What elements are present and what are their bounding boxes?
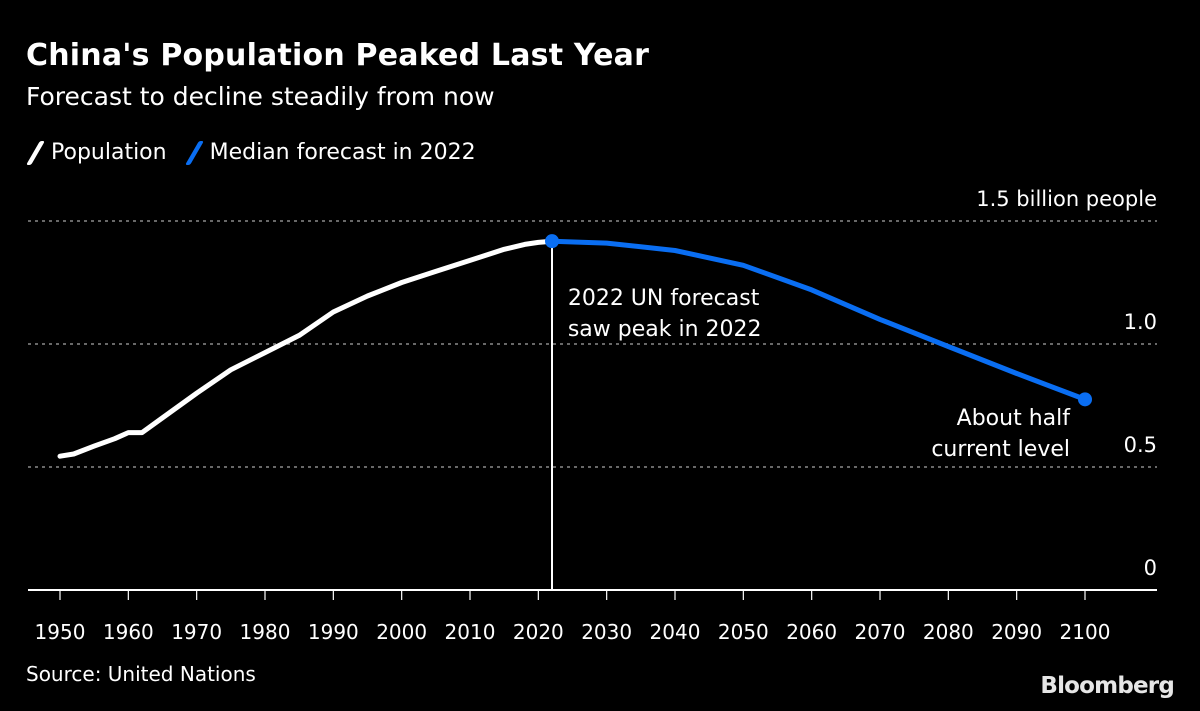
- series-lines: [57, 238, 1088, 459]
- series-markers: [545, 234, 1092, 407]
- x-tick-label: 2090: [991, 620, 1042, 644]
- y-tick-label: 0: [1144, 556, 1157, 580]
- marker-peak-2022: [545, 234, 559, 249]
- bloomberg-logo: Bloomberg: [1040, 673, 1174, 699]
- legend-item-forecast: Median forecast in 2022: [184, 140, 476, 165]
- x-tick-label: 1980: [240, 620, 291, 644]
- y-axis-labels: 0 0.5 1.0 1.5 billion people: [976, 187, 1157, 580]
- gridlines: [28, 220, 1157, 468]
- legend-label-population: Population: [51, 140, 167, 165]
- y-tick-label: 1.5 billion people: [976, 187, 1157, 211]
- x-tick-label: 2010: [445, 620, 496, 644]
- y-tick-label: 0.5: [1124, 433, 1157, 457]
- annotation-half-line: current level: [931, 437, 1070, 462]
- marker-end-2100: [1078, 392, 1092, 407]
- annotation-half: About half current level: [931, 406, 1071, 462]
- chart-subtitle: Forecast to decline steadily from now: [26, 82, 495, 111]
- annotation-peak-line: saw peak in 2022: [568, 317, 762, 342]
- x-tick-label: 2080: [923, 620, 974, 644]
- annotation-peak-line: 2022 UN forecast: [568, 286, 760, 311]
- series-line-forecast: [549, 238, 1088, 402]
- y-tick-label: 1.0: [1124, 310, 1157, 334]
- x-tick-label: 2100: [1060, 620, 1111, 644]
- legend-label-forecast: Median forecast in 2022: [209, 140, 476, 165]
- x-tick-label: 2020: [513, 620, 564, 644]
- x-tick-label: 1970: [171, 620, 222, 644]
- annotation-peak: 2022 UN forecast saw peak in 2022: [568, 286, 762, 342]
- x-tick-label: 2040: [650, 620, 701, 644]
- legend: Population Median forecast in 2022: [26, 140, 494, 165]
- chart-title: China's Population Peaked Last Year: [26, 38, 650, 73]
- x-axis: 1950 1960 1970 1980 1990 2000 2010 2020 2030 2040…: [28, 589, 1157, 644]
- source-note: Source: United Nations: [26, 662, 256, 686]
- legend-item-population: Population: [26, 140, 167, 165]
- annotation-half-line: About half: [957, 406, 1072, 431]
- x-tick-label: 1990: [308, 620, 359, 644]
- x-tick-label: 1950: [35, 620, 86, 644]
- annotations: 2022 UN forecast saw peak in 2022 About ha…: [568, 286, 1071, 462]
- series-line-population: [57, 238, 555, 459]
- x-tick-label: 2070: [855, 620, 906, 644]
- x-tick-label: 2050: [718, 620, 769, 644]
- x-tick-label: 2030: [581, 620, 632, 644]
- x-tick-label: 2060: [786, 620, 837, 644]
- x-tick-label: 2000: [376, 620, 427, 644]
- x-tick-label: 1960: [103, 620, 154, 644]
